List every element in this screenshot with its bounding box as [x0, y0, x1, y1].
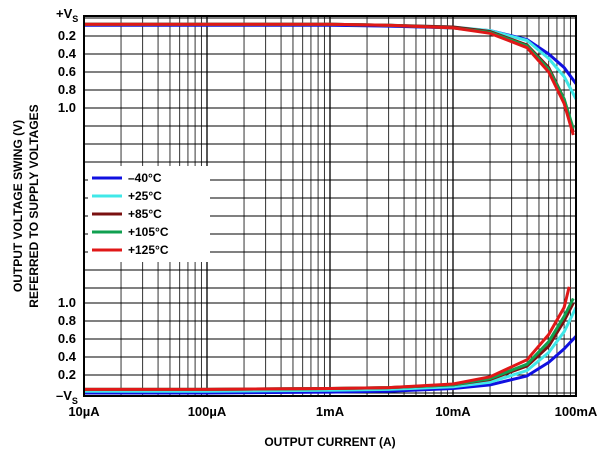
y-tick-label: +VS — [56, 6, 78, 24]
y-tick-label: 0.4 — [58, 46, 77, 61]
y-tick-label: 1.0 — [58, 295, 76, 310]
series-line-bottom-1 — [84, 306, 578, 393]
y-axis-title-line1: OUTPUT VOLTAGE SWING (V) — [11, 120, 25, 292]
series-line-top-4 — [84, 22, 575, 136]
legend-label: –40°C — [128, 171, 162, 185]
x-tick-label: 100µA — [188, 404, 227, 419]
legend-label: +25°C — [128, 189, 162, 203]
legend-label: +85°C — [128, 207, 162, 221]
y-tick-label: 0.4 — [58, 349, 77, 364]
legend-label: +125°C — [128, 243, 169, 257]
y-tick-label: –VS — [56, 388, 78, 406]
x-tick-label: 10µA — [68, 404, 100, 419]
series-line-bottom-0 — [84, 335, 578, 395]
tick-labels: 10µA 100µA 1mA 10mA 100mA +VS 0.2 0.4 0.6 0.8 1.0 –… — [56, 6, 598, 419]
y-tick-label: 1.0 — [58, 100, 76, 115]
x-tick-label: 1mA — [316, 404, 345, 419]
plot-frame — [83, 15, 577, 397]
series-line-bottom-4 — [84, 286, 571, 391]
legend: –40°C +25°C +85°C +105°C +125°C — [88, 166, 210, 262]
series-line-bottom-3 — [84, 297, 575, 391]
y-tick-label: 0.2 — [58, 367, 76, 382]
series-line-top-2 — [84, 22, 575, 133]
y-tick-label: 0.2 — [58, 28, 76, 43]
y-tick-label: 0.8 — [58, 313, 76, 328]
x-axis-title: OUTPUT CURRENT (A) — [264, 435, 395, 449]
y-tick-label: 0.8 — [58, 82, 76, 97]
series-line-bottom-2 — [84, 302, 575, 391]
series-lines — [84, 22, 578, 395]
legend-label: +105°C — [128, 225, 169, 239]
y-axis-title-line2: REFERRED TO SUPPLY VOLTAGES — [27, 104, 41, 307]
x-tick-label: 10mA — [435, 404, 471, 419]
y-tick-label: 0.6 — [58, 331, 76, 346]
y-tick-label: 0.6 — [58, 64, 76, 79]
series-line-top-3 — [84, 22, 575, 130]
x-tick-label: 100mA — [555, 404, 598, 419]
